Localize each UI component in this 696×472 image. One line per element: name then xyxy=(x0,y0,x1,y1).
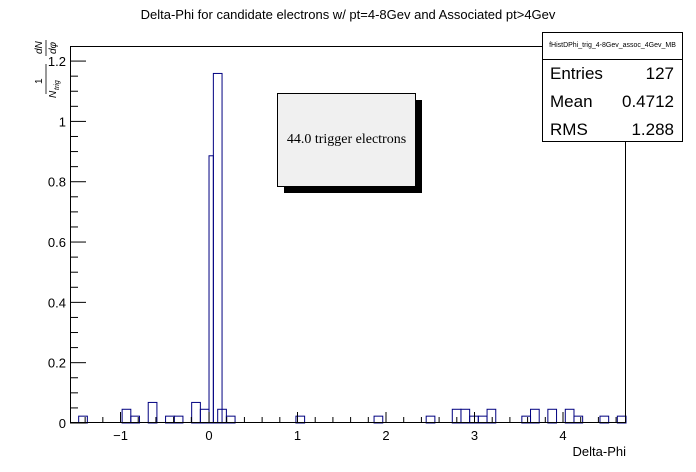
histogram-bin xyxy=(599,415,610,424)
stats-row-rms: RMS 1.288 xyxy=(543,116,682,144)
x-tick-label: 2 xyxy=(382,428,389,443)
histogram-bin xyxy=(121,408,132,424)
histogram-bin xyxy=(173,415,184,424)
x-tick-label: 0 xyxy=(205,428,212,443)
svg-text:dφ: dφ xyxy=(48,41,59,54)
histogram-bin xyxy=(530,408,540,424)
stats-histogram-name: fHistDPhi_trig_4-8Gev_assoc_4Gev_MB xyxy=(543,33,682,60)
svg-text:1: 1 xyxy=(34,78,45,84)
stats-row-mean: Mean 0.4712 xyxy=(543,88,682,116)
histogram-bin xyxy=(373,415,384,424)
histogram-bin xyxy=(130,415,140,424)
histogram-bin xyxy=(165,415,175,424)
histogram-bin xyxy=(199,408,210,424)
histogram-bin xyxy=(208,155,214,424)
histogram-bin xyxy=(225,415,236,424)
stats-row-entries: Entries 127 xyxy=(543,60,682,88)
y-tick-label: 0 xyxy=(59,416,66,431)
histogram-bin xyxy=(616,415,627,424)
y-tick-label: 0.2 xyxy=(48,356,66,371)
stats-box: fHistDPhi_trig_4-8Gev_assoc_4Gev_MB Entr… xyxy=(542,32,683,142)
histogram-bin xyxy=(212,72,223,424)
histogram-bin xyxy=(191,401,201,424)
y-tick-label: 0.6 xyxy=(48,235,66,250)
histogram-bin xyxy=(547,408,558,424)
y-tick-label: 0.4 xyxy=(48,295,66,310)
y-tick-label: 1.2 xyxy=(48,54,66,69)
stats-entries-label: Entries xyxy=(550,64,603,83)
stats-entries-value: 127 xyxy=(645,64,674,83)
axes: −1 0 1 2 3 4 0 0.2 0.4 0.6 0.8 1 1.2 xyxy=(48,54,617,443)
y-tick-label: 1 xyxy=(59,114,66,129)
chart-title: Delta-Phi for candidate electrons w/ pt=… xyxy=(140,7,556,22)
svg-text:N: N xyxy=(48,90,59,98)
histogram-bin xyxy=(460,408,471,424)
x-tick-label: 3 xyxy=(471,428,478,443)
stats-rms-label: RMS xyxy=(550,120,588,139)
y-tick-label: 0.8 xyxy=(48,175,66,190)
histogram-bin xyxy=(573,415,584,424)
y-axis-label: 1 N trig dN dφ xyxy=(14,36,74,106)
stats-mean-label: Mean xyxy=(550,92,593,111)
trigger-count-annotation: 44.0 trigger electrons xyxy=(277,93,416,187)
histogram-bin xyxy=(486,408,497,424)
histogram-bin xyxy=(425,415,436,424)
stats-mean-value: 0.4712 xyxy=(622,92,674,111)
x-axis-label: Delta-Phi xyxy=(572,444,626,459)
x-tick-label: −1 xyxy=(113,428,128,443)
svg-text:trig: trig xyxy=(54,80,61,90)
histogram-bin xyxy=(78,415,88,424)
x-tick-label: 4 xyxy=(559,428,566,443)
histogram-bin xyxy=(564,408,575,424)
svg-text:dN: dN xyxy=(34,40,45,54)
stats-rms-value: 1.288 xyxy=(631,120,674,139)
histogram-bin xyxy=(469,415,479,424)
histogram-bin xyxy=(295,415,306,424)
histogram-bin xyxy=(477,415,488,424)
x-tick-label: 1 xyxy=(294,428,301,443)
histogram-bin xyxy=(521,415,532,424)
